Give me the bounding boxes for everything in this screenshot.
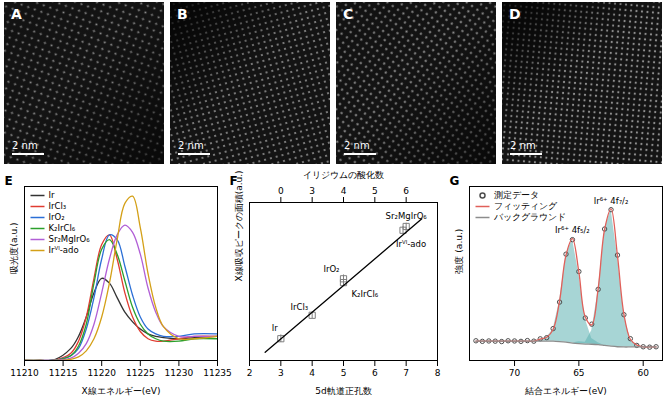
svg-text:Ir: Ir bbox=[272, 323, 279, 333]
svg-text:IrCl₃: IrCl₃ bbox=[49, 201, 67, 211]
svg-text:11235: 11235 bbox=[203, 368, 232, 378]
svg-text:2 nm: 2 nm bbox=[510, 140, 536, 151]
svg-text:11220: 11220 bbox=[87, 368, 116, 378]
svg-text:A: A bbox=[11, 6, 22, 22]
svg-text:IrO₂: IrO₂ bbox=[49, 212, 65, 222]
svg-text:5: 5 bbox=[372, 186, 378, 196]
svg-text:6: 6 bbox=[403, 186, 409, 196]
svg-text:11210: 11210 bbox=[10, 368, 39, 378]
svg-text:2: 2 bbox=[247, 368, 253, 378]
svg-text:C: C bbox=[343, 6, 353, 22]
svg-text:Irⱽᴵ-ado: Irⱽᴵ-ado bbox=[49, 245, 79, 255]
svg-text:F: F bbox=[230, 174, 238, 188]
svg-text:測定データ: 測定データ bbox=[494, 190, 539, 200]
svg-text:結合エネルギー(eV): 結合エネルギー(eV) bbox=[524, 386, 607, 396]
svg-text:5: 5 bbox=[341, 368, 347, 378]
svg-text:X線吸収ピークの面積(a.u.): X線吸収ピークの面積(a.u.) bbox=[234, 170, 245, 282]
svg-text:K₂IrCl₆: K₂IrCl₆ bbox=[49, 223, 76, 233]
svg-text:4: 4 bbox=[309, 368, 315, 378]
svg-text:D: D bbox=[509, 6, 521, 22]
svg-text:Ir: Ir bbox=[49, 190, 56, 200]
svg-text:Ir⁶⁺ 4f₇/₂: Ir⁶⁺ 4f₇/₂ bbox=[594, 196, 629, 206]
svg-text:K₂IrCl₆: K₂IrCl₆ bbox=[352, 289, 379, 299]
svg-text:強度 (a.u.): 強度 (a.u.) bbox=[454, 229, 464, 274]
svg-text:65: 65 bbox=[573, 368, 584, 378]
svg-text:5d軌道正孔数: 5d軌道正孔数 bbox=[315, 386, 371, 396]
svg-text:4: 4 bbox=[341, 186, 347, 196]
svg-text:Irⱽᴵ-ado: Irⱽᴵ-ado bbox=[396, 239, 426, 249]
svg-text:Sr₂MgIrO₆: Sr₂MgIrO₆ bbox=[385, 211, 427, 222]
svg-text:8: 8 bbox=[435, 368, 441, 378]
svg-text:X線エネルギー(eV): X線エネルギー(eV) bbox=[82, 386, 161, 396]
svg-text:11215: 11215 bbox=[49, 368, 78, 378]
svg-text:11225: 11225 bbox=[126, 368, 155, 378]
svg-text:0: 0 bbox=[278, 186, 284, 196]
svg-text:2 nm: 2 nm bbox=[178, 140, 204, 151]
svg-text:6: 6 bbox=[372, 368, 378, 378]
svg-text:Ir⁶⁺ 4f₅/₂: Ir⁶⁺ 4f₅/₂ bbox=[555, 225, 590, 235]
svg-text:E: E bbox=[5, 174, 13, 188]
svg-text:7: 7 bbox=[403, 368, 409, 378]
svg-text:Sr₂MgIrO₆: Sr₂MgIrO₆ bbox=[49, 234, 91, 244]
svg-text:60: 60 bbox=[637, 368, 649, 378]
svg-text:3: 3 bbox=[309, 186, 315, 196]
svg-text:バックグラウンド: バックグラウンド bbox=[493, 212, 566, 222]
svg-text:3: 3 bbox=[278, 368, 284, 378]
svg-text:2 nm: 2 nm bbox=[12, 140, 38, 151]
svg-text:70: 70 bbox=[509, 368, 521, 378]
svg-text:吸光度(a.u.): 吸光度(a.u.) bbox=[9, 223, 19, 274]
svg-text:イリジウムの酸化数: イリジウムの酸化数 bbox=[303, 170, 384, 180]
svg-text:IrCl₃: IrCl₃ bbox=[290, 302, 308, 312]
svg-text:G: G bbox=[450, 174, 460, 188]
svg-text:フィッティング: フィッティング bbox=[494, 201, 558, 211]
svg-text:B: B bbox=[177, 6, 188, 22]
svg-text:IrO₂: IrO₂ bbox=[323, 263, 339, 273]
svg-text:11230: 11230 bbox=[165, 368, 194, 378]
svg-text:2 nm: 2 nm bbox=[344, 140, 370, 151]
